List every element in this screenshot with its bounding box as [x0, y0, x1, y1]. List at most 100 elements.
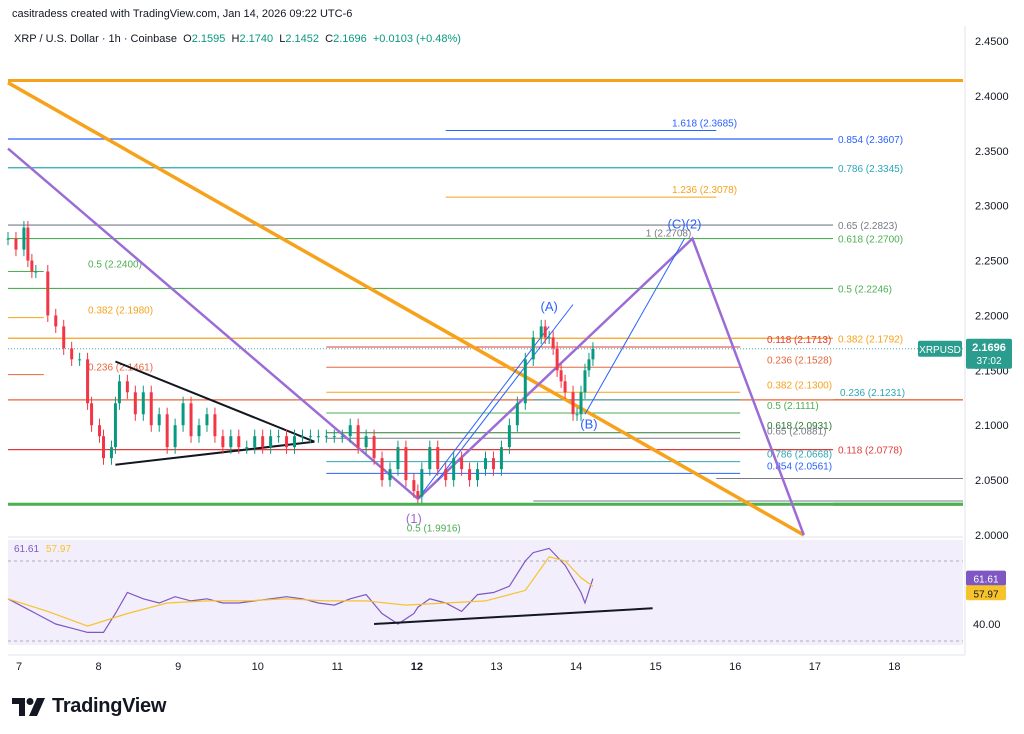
price-axis-tick-label: 2.4000: [975, 91, 1009, 103]
wave-annotation: (C)(2): [667, 217, 701, 232]
triangle-upper-line: [115, 360, 315, 443]
price-axis-tick-label: 2.1000: [975, 420, 1009, 432]
candle-body: [324, 436, 328, 438]
candle-body: [460, 458, 464, 470]
candle-body: [372, 436, 376, 459]
candle-body: [261, 436, 265, 448]
time-axis-tick-label: 15: [650, 661, 662, 673]
candle-body: [515, 403, 519, 426]
close-value: 2.1696: [333, 33, 367, 45]
blue-channel-line: [437, 304, 574, 481]
candle-body: [181, 403, 185, 426]
bar-countdown-label: 37:02: [976, 356, 1001, 367]
price-axis-tick-label: 2.3500: [975, 146, 1009, 158]
candle-body: [332, 436, 336, 438]
candle-body: [46, 271, 50, 316]
candle-body: [491, 458, 495, 470]
fib-level-label: 0.65 (2.2823): [838, 221, 898, 232]
candle-body: [356, 425, 360, 448]
price-axis-tick-label: 2.4500: [975, 36, 1009, 48]
candle-body: [221, 436, 225, 448]
candle-body: [237, 436, 241, 448]
time-axis-tick-label: 16: [729, 661, 741, 673]
rsi-ma-line: [7, 556, 594, 627]
rsi-pane-background: [8, 540, 963, 645]
fib-short-label: 0.236 (2.1231): [840, 388, 905, 399]
candle-body: [102, 436, 105, 459]
candle-body: [133, 392, 137, 415]
rsi-value-tag-label: 61.61: [973, 575, 998, 586]
candle-body: [428, 447, 432, 470]
tradingview-logo-icon: [12, 697, 45, 716]
price-axis-tick-label: 2.0000: [975, 530, 1009, 542]
wave-annotation: (B): [580, 417, 597, 432]
purple-downtrend-line: [7, 147, 419, 500]
rsi-line: [7, 547, 594, 634]
candle-body: [197, 425, 201, 437]
wave-annotation: 1 (2.2708): [646, 228, 692, 239]
candle-body: [531, 337, 535, 360]
fib-level-label: 0.618 (2.2700): [838, 235, 903, 246]
time-axis-tick-label: 12: [411, 661, 423, 673]
time-axis-tick-label: 14: [570, 661, 582, 673]
fib-level-label: 0.854 (2.3607): [838, 135, 903, 146]
wave-annotation: 0.5 (1.9916): [407, 524, 461, 535]
low-label: L: [279, 33, 286, 45]
fib-short-label: 0.382 (2.1980): [88, 306, 153, 317]
candle-body: [388, 469, 392, 481]
low-value: 2.1452: [285, 33, 320, 45]
candle-body: [269, 436, 273, 448]
candle-body: [98, 425, 102, 437]
triangle-lower-line: [115, 440, 315, 466]
open-value: 2.1595: [191, 33, 226, 45]
high-label: H: [231, 33, 240, 45]
price-axis-tick-label: 2.2500: [975, 256, 1009, 268]
time-axis-tick-label: 8: [96, 661, 102, 673]
symbol-title[interactable]: XRP / U.S. Dollar · 1h · Coinbase: [14, 33, 178, 45]
candle-body: [591, 348, 595, 360]
candle-body: [141, 392, 145, 415]
candle-body: [587, 359, 591, 371]
fib-level-label: 0.118 (2.0778): [838, 446, 902, 457]
high-value: 2.1740: [239, 33, 274, 45]
candle-body: [113, 403, 117, 448]
rsi-legend-value: 61.61: [14, 544, 39, 555]
candle-body: [34, 271, 38, 273]
wave-annotation: (1): [406, 511, 422, 526]
candle-body: [571, 392, 575, 415]
time-axis-tick-label: 9: [175, 661, 181, 673]
candle-body: [499, 447, 503, 470]
candle-body: [380, 458, 384, 481]
candle-body: [70, 348, 74, 360]
time-axis-tick-label: 7: [16, 661, 22, 673]
fib-short-label: 0.118 (2.1713): [767, 335, 831, 346]
fib-short-label: 0.786 (2.0668): [767, 450, 832, 461]
candle-body: [348, 425, 352, 437]
candle-body: [173, 425, 177, 448]
candle-body: [125, 381, 129, 393]
rsi-value-tag: [966, 570, 1006, 586]
open-label: O: [183, 33, 192, 45]
price-axis-tick-label: 2.2000: [975, 310, 1009, 322]
candle-body: [54, 315, 58, 327]
candle-body: [547, 337, 551, 339]
change-value: +0.0103 (+0.48%): [372, 33, 461, 45]
candle-body: [6, 238, 10, 240]
candle-body: [551, 337, 555, 349]
candle-body: [293, 436, 296, 448]
candle-body: [316, 436, 320, 438]
time-axis-tick-label: 10: [252, 661, 264, 673]
candle-body: [109, 447, 113, 459]
symbol-tag[interactable]: [918, 340, 962, 357]
rsi-trendline: [374, 607, 653, 625]
candle-body: [468, 469, 472, 481]
fib-short-label: 0.65 (2.0881): [767, 426, 827, 437]
candle-body: [412, 480, 416, 492]
candle-body: [404, 447, 408, 481]
candle-body: [157, 414, 161, 426]
purple-projection-path: [417, 236, 805, 536]
last-price-tag: [966, 338, 1012, 369]
last-price-label: 2.1696: [972, 342, 1006, 354]
brand-footer: TradingView: [12, 695, 166, 718]
